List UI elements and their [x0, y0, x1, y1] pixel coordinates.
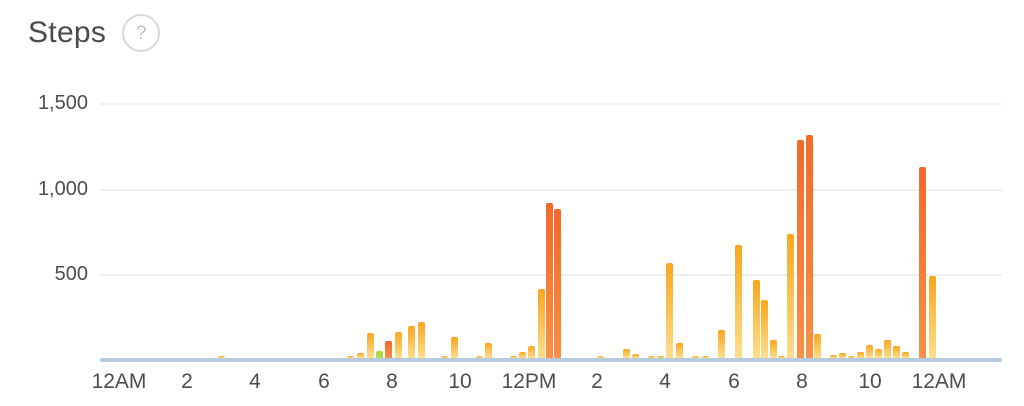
- steps-bar[interactable]: [657, 356, 664, 358]
- steps-bar[interactable]: [770, 340, 777, 358]
- x-axis-baseline: [100, 358, 1002, 362]
- steps-bar[interactable]: [623, 349, 630, 358]
- x-tick-label: 6: [728, 370, 740, 393]
- steps-bar[interactable]: [929, 276, 936, 358]
- gridline-1500: [100, 103, 1002, 106]
- steps-bar[interactable]: [218, 356, 225, 358]
- chart-header: Steps ?: [28, 14, 161, 52]
- steps-bar[interactable]: [753, 280, 760, 358]
- steps-bar[interactable]: [408, 326, 415, 358]
- steps-bar[interactable]: [761, 300, 768, 358]
- steps-bar[interactable]: [839, 353, 846, 358]
- gridline-1000: [100, 188, 1002, 191]
- steps-bar[interactable]: [666, 263, 673, 358]
- steps-bar[interactable]: [538, 289, 545, 358]
- x-tick-label: 8: [386, 370, 398, 393]
- steps-bar[interactable]: [787, 234, 794, 358]
- steps-bar[interactable]: [441, 356, 448, 358]
- steps-bar[interactable]: [919, 167, 926, 358]
- x-tick-label: 10: [448, 370, 472, 393]
- x-tick-label: 4: [249, 370, 261, 393]
- x-tick-label: 12AM: [911, 370, 967, 393]
- y-tick-label: 1,500: [37, 92, 88, 115]
- steps-bar[interactable]: [848, 356, 855, 358]
- x-tick-label: 6: [318, 370, 330, 393]
- steps-bar[interactable]: [830, 355, 837, 358]
- steps-bar[interactable]: [692, 356, 699, 358]
- steps-bar[interactable]: [418, 322, 425, 358]
- steps-bar[interactable]: [519, 352, 526, 358]
- steps-bar[interactable]: [884, 340, 891, 358]
- steps-bar[interactable]: [546, 203, 553, 358]
- steps-bar[interactable]: [510, 356, 517, 358]
- steps-bar[interactable]: [632, 354, 639, 358]
- steps-bar[interactable]: [528, 346, 535, 358]
- steps-bar[interactable]: [866, 345, 873, 358]
- steps-bar[interactable]: [376, 351, 383, 358]
- steps-bar[interactable]: [702, 356, 709, 358]
- steps-bar[interactable]: [718, 330, 725, 358]
- x-tick-label: 12AM: [91, 370, 147, 393]
- steps-bar[interactable]: [357, 353, 364, 358]
- x-tick-label: 2: [181, 370, 193, 393]
- x-tick-label: 8: [796, 370, 808, 393]
- steps-bar[interactable]: [735, 245, 742, 358]
- question-mark-glyph: ?: [135, 22, 147, 44]
- steps-bar[interactable]: [597, 356, 604, 358]
- steps-bar[interactable]: [778, 356, 785, 358]
- steps-bar[interactable]: [875, 349, 882, 358]
- steps-bar[interactable]: [893, 346, 900, 358]
- steps-bar[interactable]: [385, 341, 392, 358]
- steps-bar[interactable]: [806, 135, 813, 358]
- x-tick-label: 12PM: [501, 370, 557, 393]
- steps-bar[interactable]: [367, 333, 374, 358]
- steps-bar[interactable]: [451, 337, 458, 358]
- steps-bar[interactable]: [485, 343, 492, 358]
- steps-bar[interactable]: [902, 352, 909, 358]
- y-tick-label: 500: [54, 263, 88, 286]
- steps-bar[interactable]: [797, 140, 804, 358]
- x-tick-label: 4: [659, 370, 671, 393]
- steps-bar[interactable]: [395, 332, 402, 358]
- steps-bar[interactable]: [347, 356, 354, 358]
- steps-bar[interactable]: [676, 343, 683, 358]
- steps-bar[interactable]: [814, 334, 821, 358]
- help-icon[interactable]: ?: [122, 14, 161, 52]
- steps-bar[interactable]: [857, 352, 864, 358]
- y-tick-label: 1,000: [37, 177, 88, 200]
- steps-bar[interactable]: [648, 356, 655, 358]
- chart-title: Steps: [28, 16, 107, 49]
- x-tick-label: 2: [591, 370, 603, 393]
- steps-bar[interactable]: [476, 356, 483, 358]
- x-tick-label: 10: [858, 370, 882, 393]
- steps-bar[interactable]: [554, 209, 561, 358]
